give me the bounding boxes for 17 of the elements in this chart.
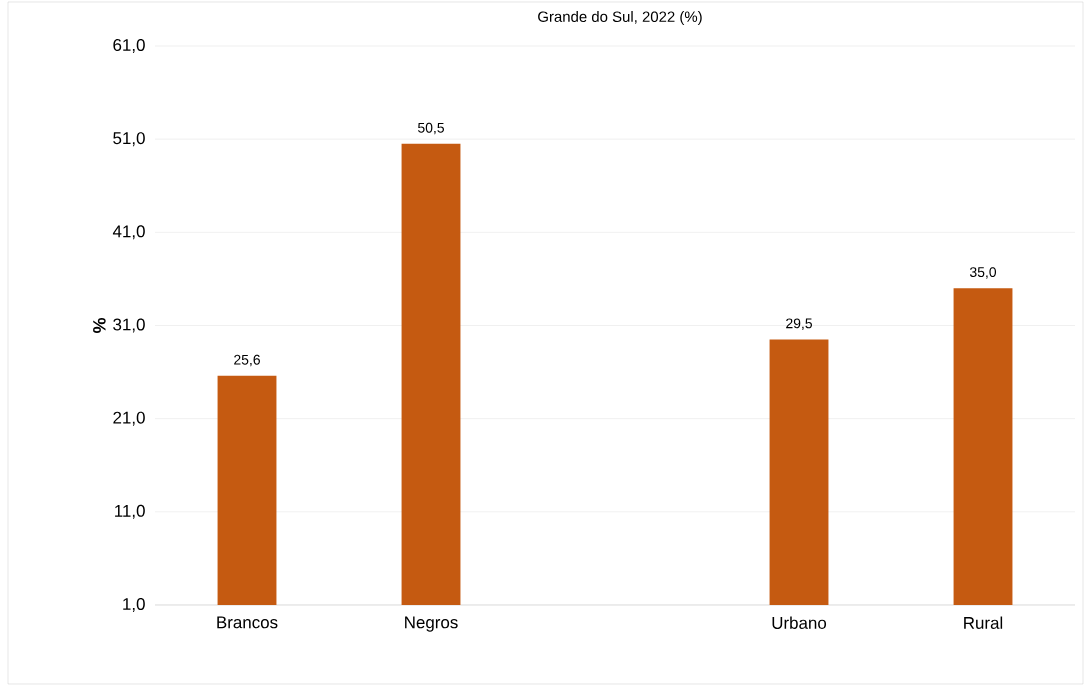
x-tick-label: Negros <box>405 616 458 632</box>
y-tick-label: 51,0 <box>113 132 145 147</box>
y-tick-label: 61,0 <box>113 38 145 53</box>
x-tick-label: Brancos <box>217 616 278 629</box>
data-label: 50,5 <box>418 122 444 135</box>
data-label: 35,0 <box>969 267 997 279</box>
x-tick-label: Rural <box>964 616 1003 629</box>
chart-title: Grande do Sul, 2022 (%) <box>538 11 702 25</box>
y-tick-label: 11,0 <box>115 504 145 519</box>
data-label: 25,6 <box>234 354 260 367</box>
y-tick-label: 31,0 <box>113 318 145 333</box>
y-tick-label: 1,0 <box>123 597 145 612</box>
y-axis-title: % <box>93 317 106 334</box>
x-tick-label: Urbano <box>772 616 827 629</box>
data-label: 29,5 <box>786 318 812 330</box>
y-tick-label: 21,0 <box>113 411 145 426</box>
y-tick-label: 41,0 <box>112 225 145 240</box>
